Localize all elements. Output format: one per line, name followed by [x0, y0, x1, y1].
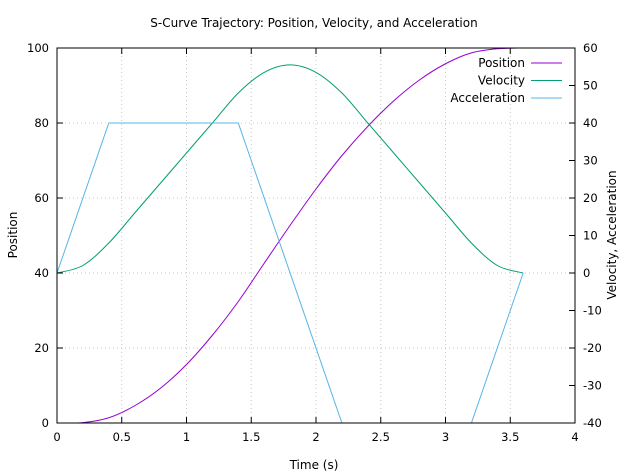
legend-label-acceleration: Acceleration: [450, 91, 525, 105]
y2-tick-label: 10: [583, 229, 598, 243]
y2-tick-label: 20: [583, 191, 598, 205]
y2-tick-label: -30: [583, 379, 602, 393]
x-tick-label: 4: [571, 430, 578, 444]
x-tick-label: 1.5: [242, 430, 260, 444]
y2-tick-label: 30: [583, 154, 598, 168]
legend-label-velocity: Velocity: [478, 74, 525, 88]
chart-title: S-Curve Trajectory: Position, Velocity, …: [150, 16, 477, 30]
x-tick-label: 2.5: [372, 430, 390, 444]
y2-tick-label: -10: [583, 304, 602, 318]
plot-lines: [57, 48, 524, 423]
y-tick-label: 0: [42, 416, 49, 430]
velocity-line: [57, 64, 524, 274]
y2-axis-label: Velocity, Acceleration: [605, 170, 619, 299]
y-tick-label: 100: [27, 41, 49, 55]
axis-ticks: 0 0.5 1 1.5 2 2.5 3 3.5 4020406080100-40-30-20-1…: [27, 41, 602, 444]
y2-tick-label: 40: [583, 116, 598, 130]
position-line: [57, 48, 524, 423]
y2-tick-label: 60: [583, 41, 598, 55]
x-axis-label: Time (s): [289, 458, 339, 472]
y-tick-label: 20: [34, 341, 49, 355]
y-axis-label: Position: [6, 212, 20, 259]
y2-tick-label: -40: [583, 416, 602, 430]
y2-tick-label: 0: [583, 266, 590, 280]
legend-label-position: Position: [478, 56, 525, 70]
grid-lines: [57, 48, 575, 423]
x-tick-label: 3.5: [501, 430, 519, 444]
x-tick-label: 0: [53, 430, 60, 444]
y-tick-label: 60: [34, 191, 49, 205]
y2-tick-label: -20: [583, 341, 602, 355]
x-tick-label: 0.5: [113, 430, 131, 444]
legend: Position Velocity Acceleration: [450, 56, 562, 105]
x-tick-label: 3: [442, 430, 449, 444]
y-tick-label: 40: [34, 266, 49, 280]
x-tick-label: 1: [183, 430, 190, 444]
x-tick-label: 2: [312, 430, 319, 444]
y2-tick-label: 50: [583, 79, 598, 93]
y-tick-label: 80: [34, 116, 49, 130]
acceleration-line: [57, 122, 524, 423]
